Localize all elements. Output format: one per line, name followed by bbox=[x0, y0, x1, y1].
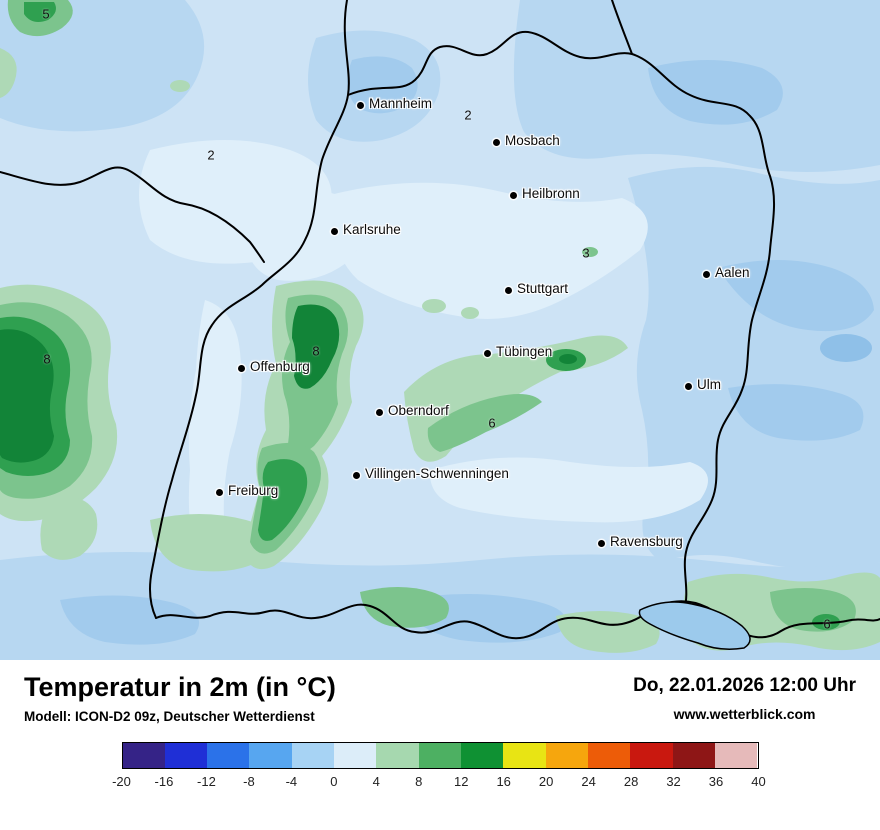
city-dot-icon bbox=[237, 364, 245, 372]
model-info: Modell: ICON-D2 09z, Deutscher Wetterdie… bbox=[24, 709, 315, 724]
mild-pale-regions bbox=[139, 140, 708, 563]
city-label: Oberndorf bbox=[388, 403, 449, 418]
temperature-value: 5 bbox=[42, 6, 50, 22]
map-overlay: Mannheim Mosbach Heilbronn Karlsruhe Stuttga… bbox=[42, 6, 831, 632]
footer-header-row: Temperatur in 2m (in °C) Modell: ICON-D2… bbox=[0, 660, 880, 724]
temperature-value: 8 bbox=[312, 343, 320, 359]
state-borders bbox=[0, 0, 880, 640]
city-label: Ravensburg bbox=[610, 534, 683, 549]
legend-segment bbox=[715, 743, 758, 768]
footer-left: Temperatur in 2m (in °C) Modell: ICON-D2… bbox=[24, 672, 336, 724]
temperature-value: 2 bbox=[207, 147, 215, 163]
legend-tick-label: 36 bbox=[708, 774, 724, 789]
forecast-datetime: Do, 22.01.2026 12:00 Uhr bbox=[633, 675, 856, 696]
legend-tick-label: 24 bbox=[581, 774, 596, 789]
city-dot-icon bbox=[492, 138, 500, 146]
legend-segment bbox=[461, 743, 504, 768]
legend-tick-label: 12 bbox=[453, 774, 469, 789]
city-dot-icon bbox=[330, 227, 338, 235]
city-label: Aalen bbox=[715, 265, 750, 280]
legend-segment bbox=[545, 743, 589, 768]
city-label: Ulm bbox=[697, 377, 721, 392]
warm-green-regions bbox=[0, 0, 880, 653]
city-dot-icon bbox=[215, 488, 223, 496]
city-label: Mannheim bbox=[369, 96, 433, 111]
temperature-value: 6 bbox=[823, 616, 831, 632]
legend-tick-label: 8 bbox=[415, 774, 423, 789]
temperature-value: 6 bbox=[488, 415, 496, 431]
legend-tick-label: -8 bbox=[243, 774, 255, 789]
lake-constance bbox=[638, 601, 751, 650]
legend-tick-label: 0 bbox=[330, 774, 338, 789]
temperature-map-graphic bbox=[0, 0, 880, 660]
website-url: www.wetterblick.com bbox=[673, 706, 816, 722]
legend-bar bbox=[121, 742, 759, 769]
city-dot-icon bbox=[504, 286, 512, 294]
temperature-legend: -20 -16 -12 -8 -4 0 4 8 12 16 20 24 28 32 36 40 bbox=[112, 742, 766, 791]
city-dot-icon bbox=[352, 471, 360, 479]
legend-segment bbox=[672, 743, 716, 768]
temperature-value: 2 bbox=[464, 107, 472, 123]
footer-right: Do, 22.01.2026 12:00 Uhr www.wetterblick… bbox=[633, 672, 856, 722]
legend-segment bbox=[418, 743, 462, 768]
legend-tick-label: 16 bbox=[496, 774, 511, 789]
legend-tick-label: 28 bbox=[623, 774, 639, 789]
city-dot-icon bbox=[483, 349, 491, 357]
legend-tick-label: 4 bbox=[372, 774, 380, 789]
legend-tick-label: -16 bbox=[154, 774, 174, 789]
legend-segment bbox=[334, 743, 377, 768]
weather-map: Mannheim Mosbach Heilbronn Karlsruhe Stuttga… bbox=[0, 0, 880, 660]
legend-tick-label: 40 bbox=[751, 774, 766, 789]
city-dot-icon bbox=[375, 408, 383, 416]
city-dot-icon bbox=[597, 539, 605, 547]
temperature-value: 8 bbox=[43, 351, 51, 367]
legend-tick-label: -20 bbox=[112, 774, 131, 789]
city-dot-icon bbox=[509, 191, 517, 199]
city-dot-icon bbox=[356, 101, 364, 109]
legend-segment bbox=[249, 743, 292, 768]
legend-segment bbox=[291, 743, 335, 768]
legend-segment bbox=[122, 743, 165, 768]
city-label: Karlsruhe bbox=[343, 222, 401, 237]
city-label: Freiburg bbox=[228, 483, 279, 498]
city-dot-icon bbox=[702, 270, 710, 278]
city-label: Offenburg bbox=[250, 359, 310, 374]
city-dot-icon bbox=[684, 382, 692, 390]
legend-segment bbox=[164, 743, 208, 768]
footer: Temperatur in 2m (in °C) Modell: ICON-D2… bbox=[0, 660, 880, 830]
legend-tick-label: 32 bbox=[666, 774, 681, 789]
city-label: Villingen-Schwenningen bbox=[365, 466, 509, 481]
city-label: Tübingen bbox=[496, 344, 553, 359]
legend-segment bbox=[503, 743, 546, 768]
temperature-value: 3 bbox=[582, 245, 590, 261]
legend-segment bbox=[588, 743, 631, 768]
city-label: Heilbronn bbox=[522, 186, 580, 201]
legend-segment bbox=[207, 743, 250, 768]
legend-segment bbox=[630, 743, 673, 768]
page-title: Temperatur in 2m (in °C) bbox=[24, 672, 336, 702]
legend-ticks: -20 -16 -12 -8 -4 0 4 8 12 16 20 24 28 32 36 40 bbox=[112, 769, 766, 791]
legend-tick-label: -12 bbox=[197, 774, 216, 789]
city-label: Stuttgart bbox=[517, 281, 569, 296]
legend-tick-label: 20 bbox=[538, 774, 554, 789]
city-label: Mosbach bbox=[505, 133, 560, 148]
legend-segment bbox=[376, 743, 419, 768]
legend-tick-label: -4 bbox=[285, 774, 298, 789]
